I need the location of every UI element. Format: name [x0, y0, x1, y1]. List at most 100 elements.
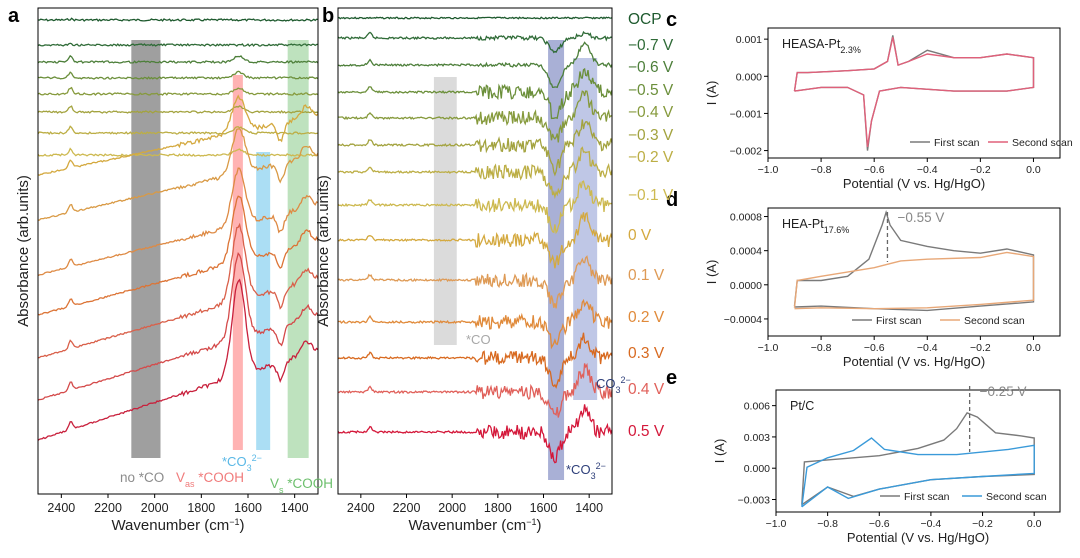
series-label-b-12: 0.4 V	[628, 381, 665, 398]
y-tick-label-d-3: −0.0004	[724, 314, 762, 326]
x-axis-label-a: Wavenumber (cm−1)	[111, 517, 244, 534]
x-tick-label-d-2: −0.6	[864, 342, 885, 354]
legend-label-e-0: First scan	[904, 491, 950, 503]
series-label-b-1: −0.7 V	[628, 37, 674, 54]
cv-curve-c-1	[793, 37, 1035, 148]
x-tick-label-e-2: −0.6	[869, 518, 890, 530]
peak-marker-label-d: −0.55 V	[897, 210, 944, 225]
band-a-2	[256, 152, 271, 450]
panel-letter-d: d	[666, 189, 678, 211]
series-label-b-11: 0.3 V	[628, 345, 665, 362]
band-a-1	[232, 75, 243, 450]
spectrum-b-9	[337, 255, 613, 309]
spectrum-b-1	[337, 30, 613, 54]
panel-letter-b: b	[322, 5, 334, 27]
y-tick-label-e-3: −0.003	[738, 494, 771, 506]
spectrum-a-4	[37, 86, 319, 97]
y-tick-label-e-2: 0.000	[744, 463, 770, 475]
x-tick-label-c-0: −1.0	[758, 164, 779, 176]
y-tick-label-c-1: 0.000	[736, 71, 762, 83]
x-tick-label-d-1: −0.8	[811, 342, 832, 354]
x-tick-label-c-5: 0.0	[1026, 164, 1041, 176]
cv-curve-e-1	[801, 437, 1035, 508]
legend-label-c-0: First scan	[934, 137, 980, 149]
y-axis-label-a: Absorbance (arb.units)	[15, 175, 32, 327]
series-label-b-5: −0.3 V	[628, 127, 674, 144]
x-axis-label-d: Potential (V vs. Hg/HgO)	[843, 354, 985, 369]
spectrum-b-10	[337, 298, 613, 350]
spectrum-a-13	[37, 251, 319, 401]
plot-frame-e	[775, 389, 1061, 513]
panel-b: 2400 2200 2000 1800 1600 1400 Wavenumber (cm−1…	[315, 7, 674, 534]
spectrum-a-12	[37, 222, 319, 359]
annotation-a-0: no *CO	[120, 470, 164, 485]
spectrum-b-12	[337, 362, 613, 418]
x-tick-label-a-3: 1800	[187, 501, 215, 515]
y-tick-label-d-1: 0.0004	[730, 246, 762, 258]
x-tick-label-d-4: −0.2	[970, 342, 991, 354]
spectrum-b-3	[337, 67, 613, 120]
panel-title-c: HEASA-Pt2.3%	[782, 37, 861, 55]
spectrum-a-5	[37, 105, 319, 114]
x-tick-label-e-3: −0.4	[921, 518, 942, 530]
panel-letter-e: e	[666, 367, 677, 389]
x-tick-label-b-1: 2200	[393, 501, 421, 515]
x-tick-label-b-5: 1400	[575, 501, 603, 515]
plot-frame-d	[767, 207, 1061, 337]
spectrum-b-11	[337, 332, 613, 389]
spectrum-a-9	[37, 127, 319, 221]
x-tick-label-c-3: −0.4	[917, 164, 938, 176]
y-tick-label-c-2: −0.001	[730, 108, 763, 120]
x-tick-label-e-4: −0.2	[972, 518, 993, 530]
spectrum-a-11	[37, 195, 319, 316]
x-tick-label-b-4: 1600	[530, 501, 558, 515]
series-label-b-6: −0.2 V	[628, 149, 674, 166]
spectrum-b-0	[337, 16, 613, 20]
panel-d: −1.0 −0.8 −0.6 −0.4 −0.2 0.0 0.0008 0.0004 0.000…	[704, 207, 1061, 369]
spectrum-a-7	[37, 147, 319, 157]
spectrum-a-1	[37, 42, 319, 47]
series-label-b-13: 0.5 V	[628, 423, 665, 440]
spectrum-a-6	[37, 125, 319, 136]
series-label-b-8: 0 V	[628, 227, 652, 244]
x-tick-label-e-0: −1.0	[766, 518, 787, 530]
legend-label-e-1: Second scan	[986, 491, 1047, 503]
y-tick-label-c-0: 0.001	[736, 34, 762, 46]
plot-frame-c	[767, 27, 1061, 159]
legend-label-d-1: Second scan	[964, 315, 1025, 327]
spectrum-b-6	[337, 146, 613, 200]
band-a-0	[131, 40, 161, 458]
spectrum-b-4	[338, 90, 613, 143]
spectrum-a-10	[37, 167, 319, 277]
series-label-b-9: 0.1 V	[628, 267, 665, 284]
panel-c: −1.0 −0.8 −0.6 −0.4 −0.2 0.0 0.001 0.000 −0.001 −…	[704, 27, 1073, 191]
x-tick-label-b-3: 1800	[484, 501, 512, 515]
series-label-b-7: −0.1 V	[628, 187, 674, 204]
annotation-a-2: *CO32−	[222, 453, 262, 473]
y-tick-label-e-1: 0.003	[744, 432, 770, 444]
x-tick-label-a-4: 1600	[234, 501, 262, 515]
x-tick-label-d-5: 0.0	[1026, 342, 1041, 354]
x-axis-label-e: Potential (V vs. Hg/HgO)	[847, 530, 989, 545]
x-axis-label-b: Wavenumber (cm−1)	[408, 517, 541, 534]
y-axis-label-d: I (A)	[704, 260, 719, 285]
annotation-b-0: *CO	[466, 332, 491, 347]
x-axis-label-c: Potential (V vs. Hg/HgO)	[843, 176, 985, 191]
spectrum-b-7	[337, 180, 613, 235]
x-tick-label-a-2: 2000	[141, 501, 169, 515]
annotation-b-2: *CO32−	[566, 461, 606, 481]
spectrum-a-14	[37, 278, 319, 441]
y-axis-label-b: Absorbance (arb.units)	[315, 175, 332, 327]
spectrum-b-13	[337, 404, 613, 464]
panel-letter-c: c	[666, 9, 677, 31]
panel-a: 2400 2200 2000 1800 1600 1400 Wavenumber (cm−1…	[15, 7, 333, 534]
y-tick-label-c-3: −0.002	[730, 146, 763, 158]
x-tick-label-d-3: −0.4	[917, 342, 938, 354]
plot-frame-b	[337, 7, 613, 495]
cv-curve-d-0	[793, 209, 1035, 312]
series-label-b-2: −0.6 V	[628, 59, 674, 76]
panel-letter-a: a	[8, 5, 20, 27]
y-tick-label-e-0: 0.006	[744, 401, 770, 413]
band-a-3	[287, 40, 309, 458]
